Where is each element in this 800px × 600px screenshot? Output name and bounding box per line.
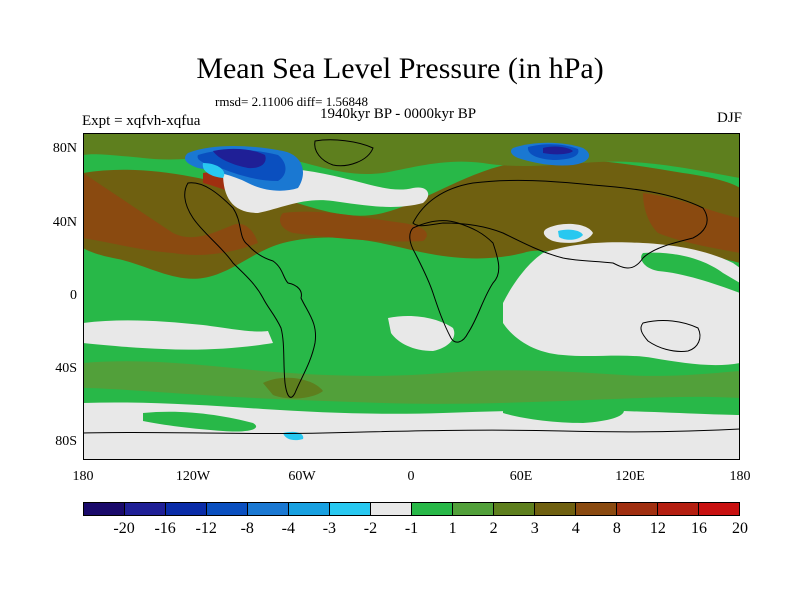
pressure-map	[83, 133, 740, 460]
colorbar-swatch	[453, 503, 494, 515]
lon-label-0: 0	[407, 469, 415, 484]
west-pacific-green	[641, 252, 740, 293]
colorbar-label: 1	[448, 520, 457, 537]
colorbar-swatch	[658, 503, 699, 515]
lon-label-120w: 120W	[175, 469, 211, 484]
colorbar-swatch	[166, 503, 207, 515]
north-pacific-dark-brown	[83, 173, 258, 255]
colorbar-label: -1	[404, 520, 419, 537]
antarctica-coast	[83, 428, 740, 435]
nw-pacific-dark-brown	[643, 193, 740, 253]
colorbar-swatch	[289, 503, 330, 515]
colorbar-label: 2	[489, 520, 498, 537]
south-atlantic-white	[388, 316, 455, 351]
colorbar-swatch	[412, 503, 453, 515]
antarctic-green-patch-2	[503, 402, 624, 423]
colorbar-swatch	[371, 503, 412, 515]
north-atlantic-dark-brown	[280, 211, 427, 242]
colorbar-label: -2	[363, 520, 378, 537]
colorbar-swatch	[576, 503, 617, 515]
colorbar-swatch	[699, 503, 739, 515]
lat-label-80n: 80N	[52, 141, 77, 156]
colorbar-swatch	[494, 503, 535, 515]
arctic-olive-band	[83, 133, 740, 178]
lat-label-80s: 80S	[55, 434, 77, 449]
colorbar-swatch	[207, 503, 248, 515]
colorbar-label: 8	[612, 520, 621, 537]
map-title: Mean Sea Level Pressure (in hPa)	[196, 52, 604, 85]
australia-coast	[640, 320, 701, 352]
canada-low-cyan	[202, 163, 225, 178]
lat-label-40n: 40N	[52, 215, 77, 230]
lon-label-180e: 180	[729, 469, 751, 484]
colorbar-label: -20	[113, 520, 135, 537]
lon-label-120e: 120E	[615, 469, 645, 484]
lat-label-eq: 0	[70, 288, 77, 303]
colorbar-label: -8	[240, 520, 254, 537]
colorbar-label: -16	[154, 520, 176, 537]
lon-label-60e: 60E	[509, 469, 533, 484]
americas-coast	[184, 182, 317, 398]
colorbar-label: 12	[649, 520, 666, 537]
siberia-low-navy	[543, 146, 573, 155]
south-pacific-white	[83, 320, 273, 350]
lon-label-180w: 180	[72, 469, 94, 484]
colorbar-label: 20	[732, 520, 748, 537]
experiment-label: Expt = xqfvh-xqfua	[82, 113, 201, 129]
colorbar-swatch	[535, 503, 576, 515]
colorbar-swatch	[617, 503, 658, 515]
greenland-coast	[314, 139, 374, 167]
colorbar-label: 16	[690, 520, 707, 537]
colorbar-label: 4	[571, 520, 580, 537]
colorbar-swatch	[84, 503, 125, 515]
colorbar-swatch	[330, 503, 371, 515]
southern-olive-band	[83, 361, 740, 404]
colorbar-swatch	[248, 503, 289, 515]
colorbar-label: -4	[281, 520, 295, 537]
indian-ocean-white	[503, 242, 740, 366]
season-label: DJF	[716, 110, 742, 126]
colorbar-swatch	[125, 503, 166, 515]
canada-low-navy	[213, 148, 266, 169]
time-period-label: 1940kyr BP - 0000kyr BP	[320, 106, 477, 122]
coastlines	[83, 139, 740, 435]
antarctic-green-patch	[143, 411, 257, 432]
south-america-olive	[263, 377, 323, 399]
lon-label-60w: 60W	[288, 469, 316, 484]
colorbar	[83, 502, 740, 516]
rmsd-diff-stats: rmsd= 2.11006 diff= 1.56848	[215, 94, 368, 109]
colorbar-label: 3	[530, 520, 539, 537]
tibet-cyan	[558, 229, 583, 240]
colorbar-label: -12	[195, 520, 217, 537]
eurasia-coast	[412, 179, 708, 269]
africa-coast	[409, 220, 500, 343]
colorbar-label: -3	[322, 520, 337, 537]
lat-label-40s: 40S	[55, 361, 77, 376]
